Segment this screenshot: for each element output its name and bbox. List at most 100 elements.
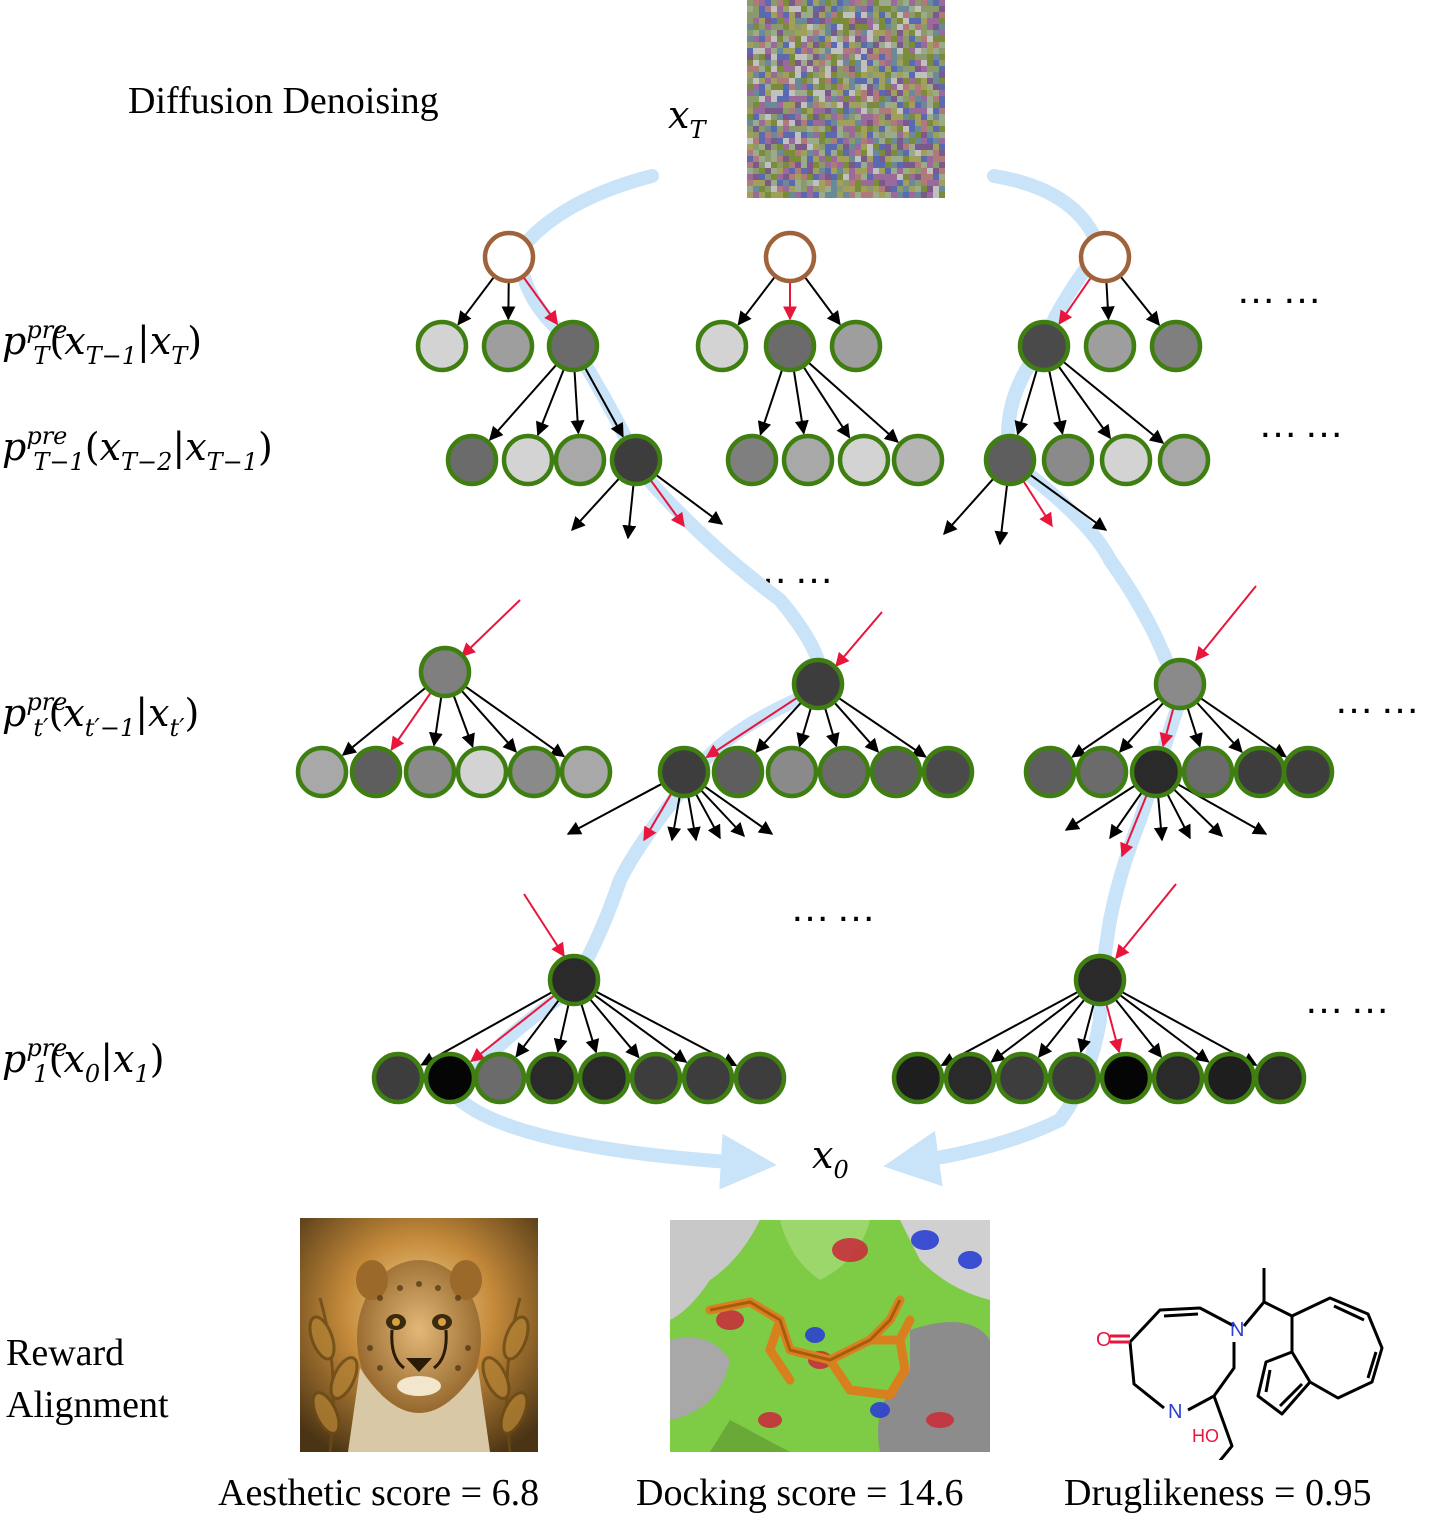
l3g0-edge-4: [460, 689, 517, 753]
l4g1-edge-2: [1037, 998, 1086, 1058]
root-node-2: [763, 230, 817, 284]
level3-node-1-6: [559, 745, 613, 799]
level2-node-2-2: [781, 433, 835, 487]
l3g0-edge-5: [463, 685, 566, 758]
level3-node-2-3: [765, 745, 819, 799]
level4-node-2-7: [1203, 1051, 1257, 1105]
l4g1-edge-4: [1105, 1002, 1123, 1054]
l3-incoming-2: [1195, 585, 1257, 662]
l2g1-edge-2: [802, 365, 851, 439]
l4g1-edge-5: [1114, 998, 1163, 1058]
l2a-stub-3: [654, 473, 724, 525]
level3-node-3-4: [1181, 745, 1235, 799]
l3g2-edge-2: [1159, 706, 1175, 748]
l2g1-edge-0: [757, 368, 784, 436]
l3-incoming-1: [835, 611, 883, 668]
l3a-stub-3: [686, 795, 701, 842]
ellipsis-2: ……: [1258, 402, 1350, 446]
level1-node-2-3: [829, 319, 883, 373]
level4-node-2-2: [943, 1051, 997, 1105]
ellipsis-1: ……: [1236, 268, 1328, 312]
root-node-1: [482, 230, 536, 284]
l4g1-edge-6: [1118, 993, 1210, 1063]
l3g0-edge-2: [428, 695, 443, 747]
level2-node-2-1: [725, 433, 779, 487]
level4-node-1-8: [733, 1051, 787, 1105]
docking-image: [670, 1220, 990, 1452]
level4-node-1-4: [525, 1051, 579, 1105]
level4-node-1-1: [371, 1051, 425, 1105]
l3g2-edge-0: [1071, 696, 1161, 758]
l3g2-edge-3: [1186, 706, 1203, 748]
level4-node-1-5: [577, 1051, 631, 1105]
level4-parent-1: [547, 953, 601, 1007]
ellipsis-6: ……: [1304, 978, 1396, 1022]
level3-node-1-4: [455, 745, 509, 799]
level3-node-2-4: [817, 745, 871, 799]
l3b-stub-4: [1166, 792, 1191, 840]
level1-node-3-3: [1149, 319, 1203, 373]
l4g0-edge-2: [515, 998, 561, 1058]
x-T-label: xT: [668, 93, 706, 144]
l3-incoming-0: [460, 599, 521, 657]
level-label-t-prime: ppret′(xt′−1|xt′): [2, 688, 200, 742]
l2g2-edge-1: [1047, 369, 1067, 435]
level4-node-2-5: [1099, 1051, 1153, 1105]
level4-node-2-4: [1047, 1051, 1101, 1105]
level2-node-1-3: [553, 433, 607, 487]
l2g0-edge-1: [536, 367, 566, 437]
l3g1-edge-2: [796, 706, 813, 748]
level4-node-1-3: [473, 1051, 527, 1105]
l4g0-edge-3: [553, 1003, 570, 1054]
level3-node-1-3: [403, 745, 457, 799]
cheetah-image: [300, 1218, 538, 1452]
l3b-stub-5: [1172, 787, 1224, 837]
level1-node-1-2: [481, 319, 535, 373]
l3b-stub-0: [1064, 784, 1137, 831]
root1-edge-0: [737, 275, 777, 326]
l2g0-edge-3: [583, 366, 624, 438]
l3g1-edge-3: [823, 706, 840, 748]
level2-node-3-1: [983, 433, 1037, 487]
molecule-hydroxyl-label: HO: [1192, 1426, 1219, 1446]
l2b-stub-2: [1022, 479, 1053, 528]
level2-node-2-3: [837, 433, 891, 487]
level4-node-1-6: [629, 1051, 683, 1105]
l2g0-edge-0: [488, 363, 558, 441]
level3-parent-2: [791, 657, 845, 711]
l3a-stub-6: [703, 785, 774, 835]
level3-node-2-5: [869, 745, 923, 799]
l3g0-edge-1: [390, 691, 433, 751]
level4-node-2-6: [1151, 1051, 1205, 1105]
level2-node-3-4: [1157, 433, 1211, 487]
level2-node-3-2: [1041, 433, 1095, 487]
level3-node-1-1: [295, 745, 349, 799]
level3-node-2-1: [657, 745, 711, 799]
l4g1-edge-1: [990, 993, 1082, 1063]
l4-incoming-0: [523, 893, 565, 958]
l2g1-edge-1: [792, 369, 809, 435]
level1-node-3-2: [1083, 319, 1137, 373]
l3a-stub-5: [699, 788, 745, 838]
level4-parent-2: [1073, 953, 1127, 1007]
root2-edge-1: [1100, 280, 1115, 321]
level3-node-1-2: [349, 745, 403, 799]
l2g2-edge-2: [1057, 364, 1112, 440]
x-0-label: x0: [812, 1133, 849, 1184]
l3g2-edge-5: [1199, 696, 1287, 758]
l3g2-edge-1: [1118, 701, 1165, 753]
molecule-nitrogen-ring-label: N: [1168, 1401, 1182, 1423]
level-label-T: ppreT(xT−1|xT): [2, 316, 203, 370]
l3g1-edge-4: [833, 701, 880, 753]
level1-node-1-3: [546, 319, 600, 373]
level3-node-1-5: [507, 745, 561, 799]
l4g0-edge-6: [592, 993, 688, 1063]
root-node-3: [1078, 230, 1132, 284]
l3g1-edge-5: [837, 696, 927, 758]
root2-edge-0: [1058, 276, 1093, 325]
root2-edge-2: [1119, 275, 1161, 326]
l3a-stub-0: [566, 782, 664, 835]
level3-node-3-3: [1129, 745, 1183, 799]
root0-edge-2: [522, 275, 559, 326]
l3b-stub-1: [1120, 793, 1148, 858]
